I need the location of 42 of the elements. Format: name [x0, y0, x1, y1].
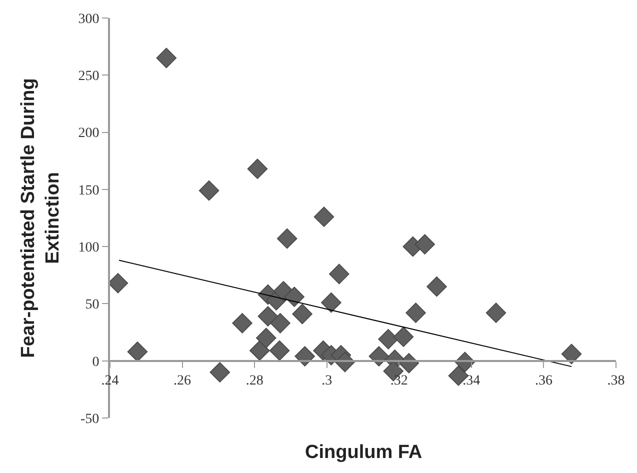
- point: [426, 276, 447, 297]
- point: [284, 286, 304, 308]
- point: [249, 340, 270, 361]
- point: [393, 326, 414, 348]
- x-axis-title: Cingulum FA: [305, 442, 422, 463]
- point: [292, 304, 312, 324]
- y-tick-label: -50: [80, 412, 100, 427]
- y-tick-label: 0: [92, 354, 100, 370]
- x-tick-label: .36: [534, 374, 552, 389]
- x-tick-label: .3: [322, 374, 332, 389]
- point: [198, 180, 220, 201]
- point: [329, 264, 350, 284]
- point: [210, 362, 230, 382]
- y-tick-label: 150: [78, 183, 100, 198]
- point: [247, 158, 268, 180]
- point: [378, 328, 398, 350]
- point: [486, 302, 506, 324]
- point: [276, 228, 298, 249]
- y-tick-label: 200: [78, 126, 100, 142]
- y-axis-title: Fear-potentiated Startle During Extinction: [18, 78, 64, 358]
- x-tick-label: .32: [390, 374, 408, 389]
- x-tick-label: .26: [174, 374, 192, 389]
- x-tick-label: .34: [462, 374, 480, 389]
- point: [258, 306, 278, 326]
- y-tick-label: 50: [85, 298, 100, 313]
- point: [314, 206, 334, 228]
- point: [414, 234, 435, 254]
- point: [269, 340, 290, 361]
- x-tick-label: .24: [101, 374, 119, 389]
- point: [561, 344, 582, 364]
- point: [127, 342, 148, 362]
- y-tick-label: 300: [78, 12, 100, 27]
- x-tick-label: .28: [246, 374, 264, 389]
- point: [406, 302, 426, 324]
- point: [156, 48, 177, 68]
- y-tick-label: 250: [78, 69, 100, 84]
- point: [321, 292, 342, 313]
- point: [256, 328, 276, 348]
- point: [232, 312, 252, 334]
- y-tick-label: 100: [78, 240, 100, 256]
- point: [270, 312, 290, 334]
- x-tick-label: .38: [607, 374, 625, 389]
